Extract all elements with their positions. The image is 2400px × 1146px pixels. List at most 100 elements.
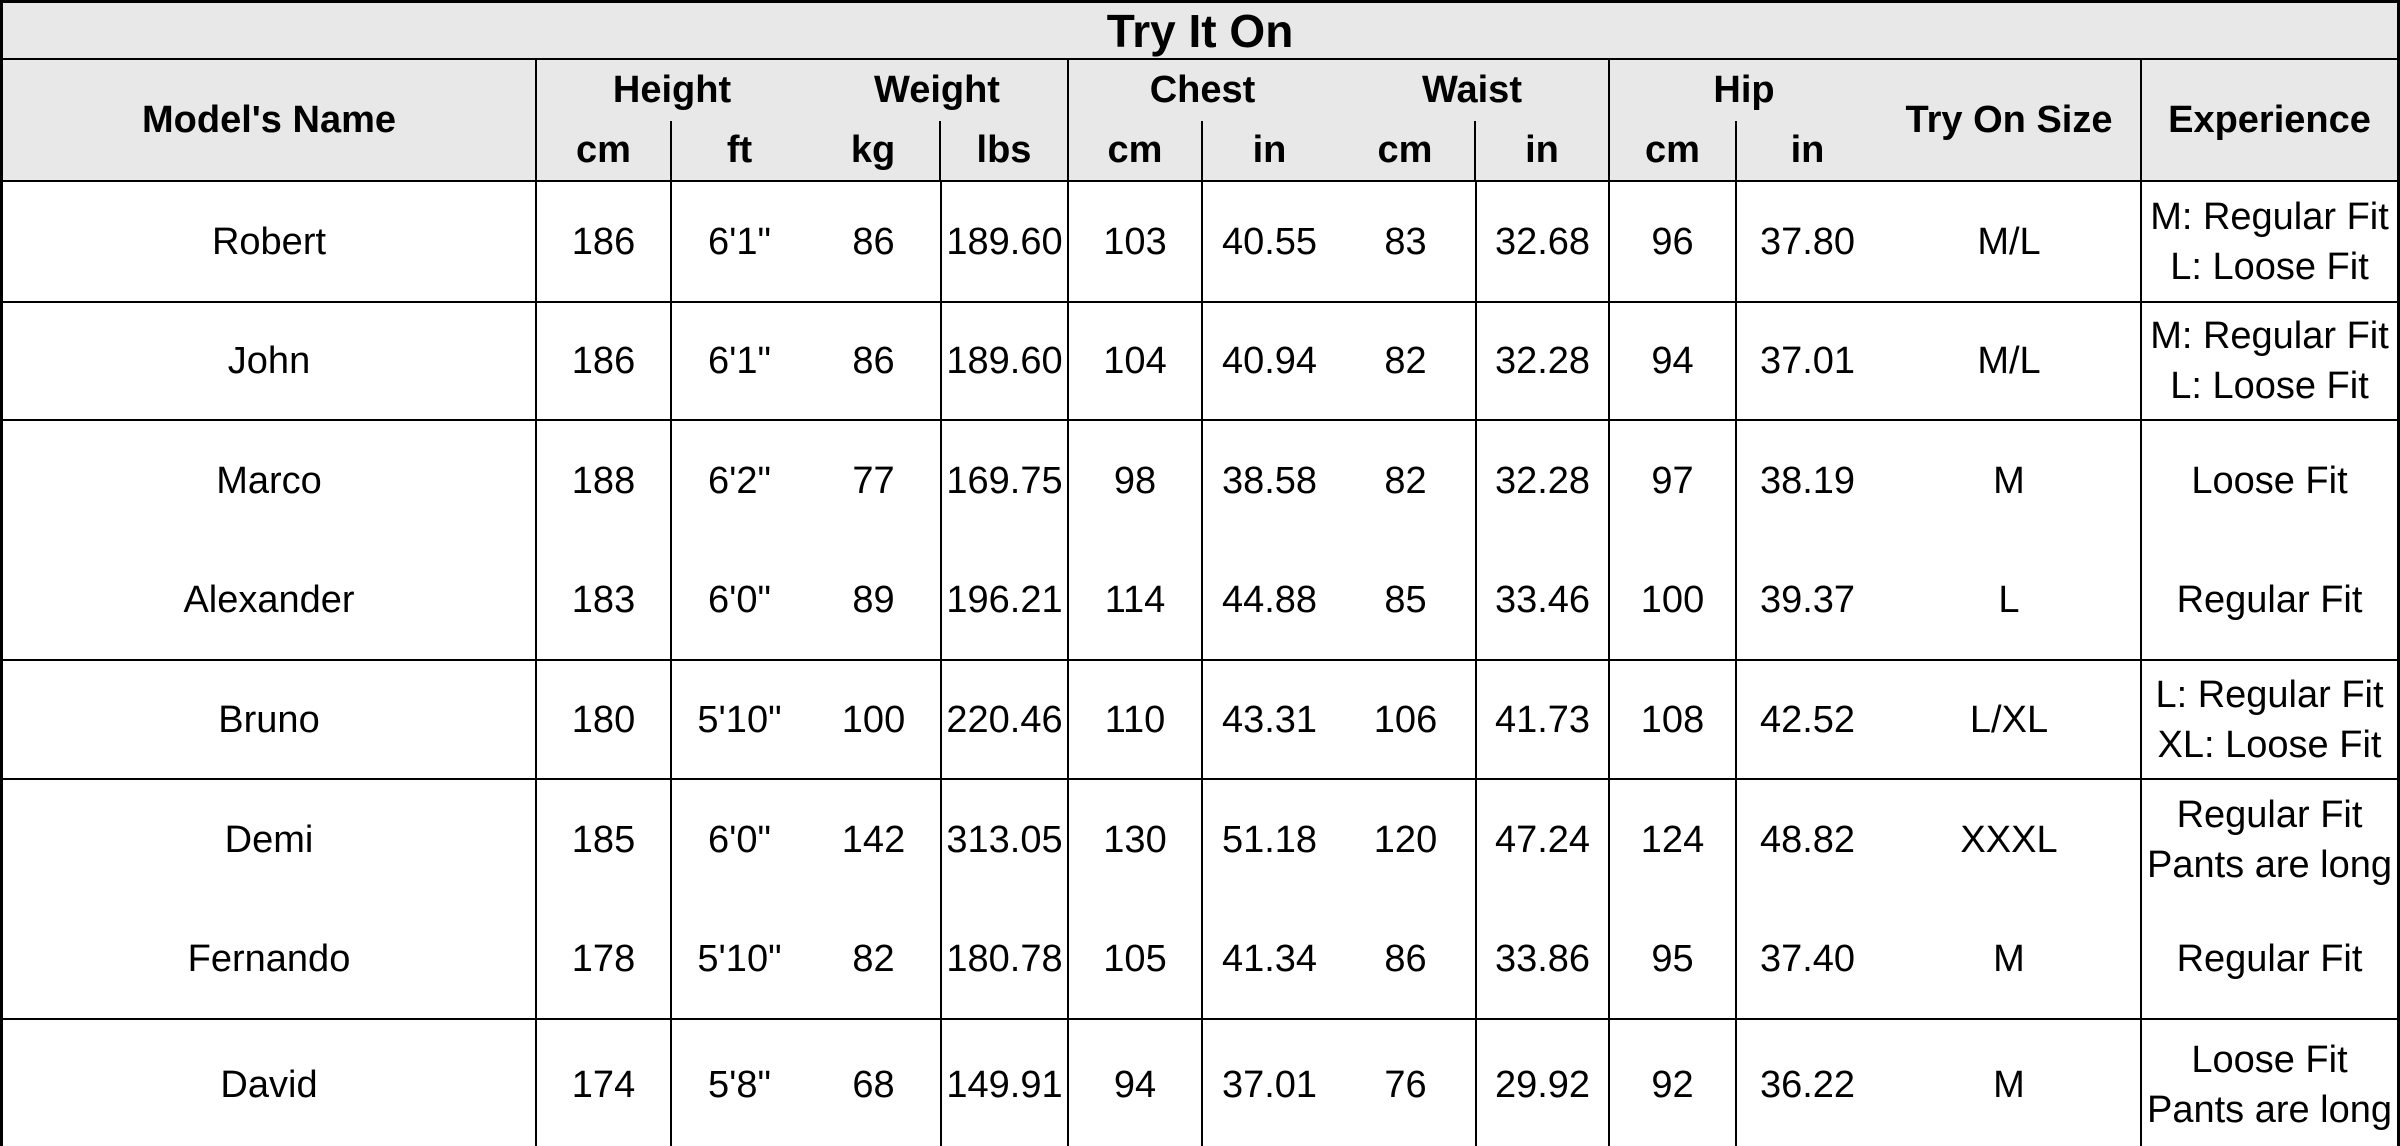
cell-experience: M: Regular Fit L: Loose Fit xyxy=(2150,195,2389,288)
cell-height-cm: 186 xyxy=(571,220,636,263)
cell-height-cm: 185 xyxy=(571,818,636,861)
table-row-demi-fernando: Demi Fernando 185 178 6'0" 5'10" 142 82 … xyxy=(3,780,2397,1020)
cell-waist-in: 32.68 xyxy=(1494,220,1591,263)
cell-hip-cm: 96 xyxy=(1651,220,1694,263)
cell-waist-in: 33.86 xyxy=(1494,937,1591,980)
cell-model-name: Marco xyxy=(216,459,322,502)
column-group-chest: Chest cm in xyxy=(1069,60,1336,180)
cell-hip-in: 37.40 xyxy=(1759,937,1856,980)
cell-experience: L: Regular Fit XL: Loose Fit xyxy=(2155,673,2384,766)
column-group-hip: Hip cm in xyxy=(1610,60,1878,180)
cell-try-on-size: M/L xyxy=(1977,220,2041,263)
cell-hip-cm: 97 xyxy=(1651,459,1694,502)
table-row-david: David 174 5'8" 68 149.91 94 37.01 76 29.… xyxy=(3,1020,2397,1146)
cell-weight-lbs: 196.21 xyxy=(946,578,1063,621)
unit-header-chest-cm: cm xyxy=(1069,121,1203,180)
cell-height-ft: 6'2" xyxy=(707,459,771,502)
cell-height-ft: 6'0" xyxy=(707,578,771,621)
cell-height-cm: 174 xyxy=(571,1063,636,1106)
cell-weight-lbs: 180.78 xyxy=(946,937,1063,980)
cell-experience: Loose Fit xyxy=(2191,459,2348,502)
page-title: Try It On xyxy=(3,3,2397,60)
cell-model-name: David xyxy=(220,1063,318,1106)
cell-weight-kg: 89 xyxy=(852,578,895,621)
column-group-weight: Weight kg lbs xyxy=(807,60,1069,180)
cell-chest-in: 44.88 xyxy=(1221,578,1318,621)
unit-header-weight-lbs: lbs xyxy=(976,129,1032,171)
table-row-john: John 186 6'1" 86 189.60 104 40.94 82 32.… xyxy=(3,303,2397,421)
cell-weight-lbs: 189.60 xyxy=(946,220,1063,263)
cell-model-name: Bruno xyxy=(218,698,320,741)
cell-experience: M: Regular Fit L: Loose Fit xyxy=(2150,315,2389,407)
cell-weight-kg: 86 xyxy=(852,340,895,382)
cell-weight-lbs: 169.75 xyxy=(946,459,1063,502)
cell-hip-cm: 108 xyxy=(1640,698,1705,741)
cell-model-name: Robert xyxy=(211,220,327,263)
unit-header-waist-cm: cm xyxy=(1336,121,1476,180)
cell-waist-cm: 120 xyxy=(1373,818,1438,861)
cell-height-ft: 6'0" xyxy=(707,818,771,861)
cell-hip-in: 37.01 xyxy=(1759,340,1856,382)
cell-waist-in: 32.28 xyxy=(1494,459,1591,502)
cell-hip-cm: 100 xyxy=(1640,578,1705,621)
cell-chest-in: 37.01 xyxy=(1221,1063,1318,1106)
cell-height-ft: 6'1" xyxy=(707,220,771,263)
cell-height-cm: 178 xyxy=(571,937,636,980)
column-header-model-name: Model's Name xyxy=(3,60,537,180)
cell-height-cm: 180 xyxy=(571,698,636,741)
cell-weight-lbs: 189.60 xyxy=(946,340,1063,382)
cell-chest-cm: 103 xyxy=(1103,220,1167,263)
cell-try-on-size: L xyxy=(1998,578,2020,621)
cell-experience: Loose Fit Pants are long xyxy=(2146,1038,2393,1131)
cell-waist-in: 33.46 xyxy=(1494,578,1591,621)
cell-chest-cm: 104 xyxy=(1103,340,1167,382)
cell-waist-in: 47.24 xyxy=(1494,818,1591,861)
cell-chest-cm: 105 xyxy=(1103,937,1167,980)
cell-model-name: Alexander xyxy=(183,578,355,621)
cell-height-cm: 188 xyxy=(571,459,636,502)
column-header-try-on-size: Try On Size xyxy=(1878,60,2142,180)
cell-chest-cm: 94 xyxy=(1113,1063,1157,1106)
cell-hip-cm: 92 xyxy=(1651,1063,1694,1106)
group-label-weight: Weight xyxy=(874,69,1000,111)
cell-height-ft: 5'10" xyxy=(697,937,782,980)
cell-model-name: John xyxy=(227,340,311,382)
cell-waist-in: 29.92 xyxy=(1494,1063,1591,1106)
cell-height-cm: 183 xyxy=(571,578,636,621)
cell-weight-kg: 82 xyxy=(852,937,895,980)
cell-model-name: Demi xyxy=(224,818,314,861)
table-row-robert: Robert 186 6'1" 86 189.60 103 40.55 83 3… xyxy=(3,182,2397,303)
cell-try-on-size: M/L xyxy=(1977,340,2041,382)
cell-weight-lbs: 313.05 xyxy=(946,818,1063,861)
group-label-chest: Chest xyxy=(1149,69,1256,111)
cell-weight-kg: 142 xyxy=(841,818,906,861)
table-row-marco-alexander: Marco Alexander 188 183 6'2" 6'0" 77 89 … xyxy=(3,421,2397,661)
cell-weight-kg: 68 xyxy=(852,1063,895,1106)
cell-model-name: Fernando xyxy=(187,937,351,980)
cell-try-on-size: M xyxy=(1993,459,2025,502)
cell-waist-cm: 85 xyxy=(1384,578,1427,621)
cell-experience: Regular Fit xyxy=(2176,937,2363,980)
cell-chest-cm: 114 xyxy=(1104,578,1166,621)
cell-hip-cm: 124 xyxy=(1640,818,1705,861)
cell-waist-in: 41.73 xyxy=(1494,698,1591,741)
cell-waist-cm: 82 xyxy=(1384,459,1427,502)
cell-experience: Regular Fit Pants are long xyxy=(2146,793,2393,886)
group-label-waist: Waist xyxy=(1422,69,1522,111)
cell-waist-cm: 86 xyxy=(1384,937,1427,980)
group-label-hip: Hip xyxy=(1713,69,1775,111)
cell-chest-in: 51.18 xyxy=(1221,818,1318,861)
cell-height-ft: 5'10" xyxy=(697,698,782,741)
cell-height-cm: 186 xyxy=(571,340,636,382)
cell-chest-cm: 98 xyxy=(1113,459,1157,502)
group-label-height: Height xyxy=(612,69,732,111)
cell-chest-in: 43.31 xyxy=(1221,698,1318,741)
cell-try-on-size: M xyxy=(1993,937,2025,980)
cell-hip-in: 42.52 xyxy=(1759,698,1856,741)
cell-height-ft: 5'8" xyxy=(707,1063,771,1106)
column-header-experience: Experience xyxy=(2168,98,2371,141)
cell-try-on-size: XXXL xyxy=(1960,818,2058,861)
cell-waist-in: 32.28 xyxy=(1494,340,1591,382)
cell-chest-in: 38.58 xyxy=(1221,459,1318,502)
